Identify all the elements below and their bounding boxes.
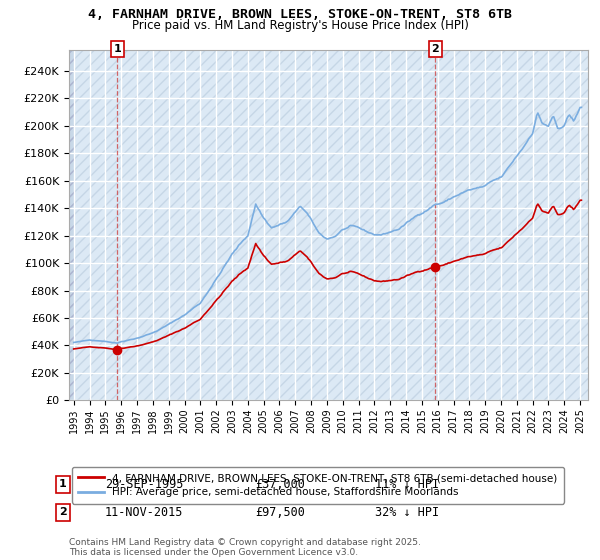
Text: 1: 1	[113, 44, 121, 54]
Text: Price paid vs. HM Land Registry's House Price Index (HPI): Price paid vs. HM Land Registry's House …	[131, 19, 469, 32]
Bar	[69, 50, 74, 400]
Text: 2: 2	[431, 44, 439, 54]
Text: 1: 1	[59, 479, 67, 489]
Text: £97,500: £97,500	[255, 506, 305, 519]
Text: Contains HM Land Registry data © Crown copyright and database right 2025.
This d: Contains HM Land Registry data © Crown c…	[69, 538, 421, 557]
Text: 11-NOV-2015: 11-NOV-2015	[105, 506, 184, 519]
Text: 11% ↓ HPI: 11% ↓ HPI	[375, 478, 439, 491]
Legend: 4, FARNHAM DRIVE, BROWN LEES, STOKE-ON-TRENT, ST8 6TB (semi-detached house), HPI: 4, FARNHAM DRIVE, BROWN LEES, STOKE-ON-T…	[71, 467, 564, 503]
Text: 2: 2	[59, 507, 67, 517]
Text: 29-SEP-1995: 29-SEP-1995	[105, 478, 184, 491]
Text: £37,000: £37,000	[255, 478, 305, 491]
Text: 4, FARNHAM DRIVE, BROWN LEES, STOKE-ON-TRENT, ST8 6TB: 4, FARNHAM DRIVE, BROWN LEES, STOKE-ON-T…	[88, 8, 512, 21]
Text: 32% ↓ HPI: 32% ↓ HPI	[375, 506, 439, 519]
